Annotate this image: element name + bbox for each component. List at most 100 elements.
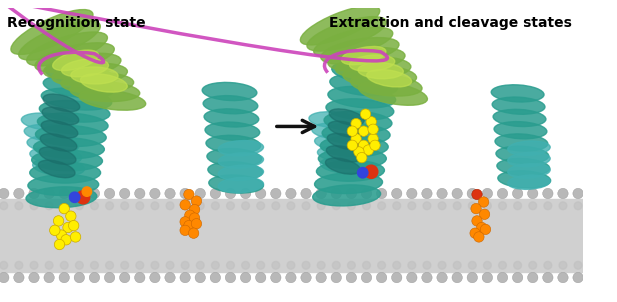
Circle shape	[189, 204, 200, 215]
Circle shape	[497, 272, 508, 283]
Ellipse shape	[492, 97, 545, 114]
Circle shape	[366, 117, 376, 127]
Circle shape	[474, 232, 484, 242]
Ellipse shape	[209, 175, 263, 193]
Ellipse shape	[336, 57, 411, 79]
Circle shape	[482, 272, 492, 283]
Circle shape	[180, 200, 190, 210]
Circle shape	[180, 225, 190, 236]
Circle shape	[29, 188, 39, 199]
Text: Extraction and cleavage states: Extraction and cleavage states	[329, 16, 571, 30]
Ellipse shape	[329, 109, 364, 125]
Ellipse shape	[31, 150, 102, 171]
Circle shape	[453, 202, 461, 210]
Circle shape	[422, 272, 432, 283]
Ellipse shape	[40, 134, 77, 151]
Circle shape	[29, 272, 39, 283]
Ellipse shape	[508, 175, 550, 189]
Circle shape	[513, 272, 523, 283]
Circle shape	[15, 262, 23, 269]
Circle shape	[63, 222, 73, 233]
Ellipse shape	[317, 146, 366, 162]
Circle shape	[437, 188, 447, 199]
Circle shape	[272, 262, 280, 269]
Circle shape	[529, 202, 537, 210]
Circle shape	[106, 202, 114, 210]
Ellipse shape	[39, 101, 110, 122]
Circle shape	[378, 262, 386, 269]
Ellipse shape	[207, 149, 262, 167]
Circle shape	[135, 188, 145, 199]
Circle shape	[393, 202, 400, 210]
Circle shape	[558, 188, 568, 199]
Circle shape	[528, 272, 538, 283]
Circle shape	[181, 262, 189, 269]
Circle shape	[166, 262, 174, 269]
Circle shape	[301, 272, 311, 283]
Circle shape	[257, 202, 265, 210]
Ellipse shape	[317, 160, 384, 181]
Circle shape	[346, 272, 357, 283]
Circle shape	[225, 188, 236, 199]
Circle shape	[212, 202, 219, 210]
Circle shape	[180, 272, 190, 283]
Circle shape	[354, 147, 364, 157]
Circle shape	[544, 202, 552, 210]
Ellipse shape	[38, 160, 75, 178]
Ellipse shape	[42, 107, 79, 125]
Ellipse shape	[326, 146, 362, 162]
Ellipse shape	[30, 147, 81, 165]
Circle shape	[74, 188, 85, 199]
Circle shape	[346, 188, 357, 199]
Circle shape	[452, 188, 462, 199]
Circle shape	[210, 188, 220, 199]
Circle shape	[136, 262, 144, 269]
Circle shape	[317, 202, 325, 210]
Circle shape	[351, 118, 362, 129]
Ellipse shape	[11, 10, 93, 54]
Ellipse shape	[41, 120, 78, 138]
Circle shape	[333, 202, 340, 210]
Circle shape	[75, 262, 83, 269]
Circle shape	[165, 272, 175, 283]
Circle shape	[423, 202, 431, 210]
Circle shape	[302, 262, 310, 269]
Circle shape	[150, 188, 160, 199]
Ellipse shape	[62, 59, 109, 77]
Circle shape	[44, 272, 54, 283]
Ellipse shape	[45, 63, 115, 86]
Circle shape	[44, 188, 54, 199]
Circle shape	[191, 196, 202, 206]
Circle shape	[151, 202, 159, 210]
Circle shape	[74, 272, 85, 283]
Ellipse shape	[494, 122, 547, 139]
Circle shape	[14, 188, 24, 199]
Ellipse shape	[320, 157, 369, 173]
Circle shape	[573, 188, 583, 199]
Circle shape	[184, 210, 195, 220]
Circle shape	[54, 239, 65, 250]
Circle shape	[408, 202, 416, 210]
Circle shape	[242, 262, 249, 269]
Circle shape	[287, 202, 295, 210]
Circle shape	[56, 230, 67, 240]
Circle shape	[438, 262, 446, 269]
Circle shape	[0, 202, 7, 210]
Ellipse shape	[498, 171, 550, 188]
Circle shape	[184, 189, 194, 200]
Circle shape	[242, 202, 249, 210]
Ellipse shape	[206, 135, 260, 153]
Ellipse shape	[307, 17, 386, 51]
Ellipse shape	[496, 146, 549, 163]
Circle shape	[438, 202, 446, 210]
Circle shape	[59, 204, 70, 214]
Circle shape	[376, 188, 387, 199]
Circle shape	[393, 262, 400, 269]
Circle shape	[225, 272, 236, 283]
Circle shape	[543, 188, 553, 199]
Circle shape	[471, 204, 481, 214]
Circle shape	[573, 272, 583, 283]
Ellipse shape	[38, 113, 108, 134]
Ellipse shape	[30, 162, 101, 183]
Circle shape	[357, 168, 368, 178]
